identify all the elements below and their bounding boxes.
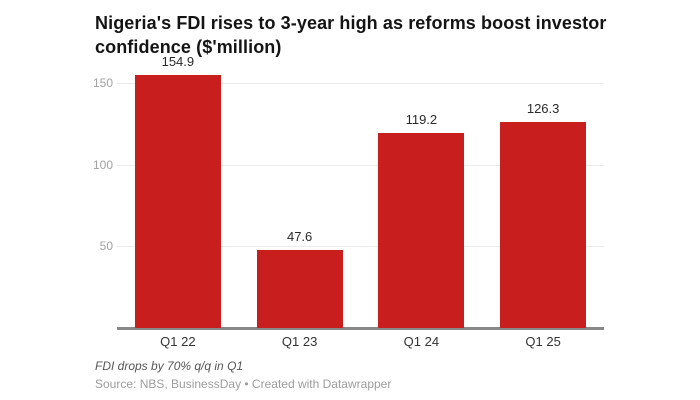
bar-chart-plot-area: 50 100 150 154.9 Q1 22 47.6 Q1 23 119.2 Q1 24 126…: [93, 54, 604, 349]
y-axis-tick-label: 50: [99, 239, 113, 254]
bar-q1-25: [500, 121, 587, 328]
x-axis-tick-label: Q1 22: [160, 334, 196, 349]
bar-q1-23: [256, 250, 343, 328]
x-axis-tick-label: Q1 23: [281, 334, 318, 349]
gridline-150: [117, 83, 604, 85]
bar-q1-22: [134, 75, 221, 328]
chart-note: FDI drops by 70% q/q in Q1: [95, 359, 244, 373]
y-axis-tick-label: 100: [92, 157, 113, 172]
x-axis-tick-label: Q1 25: [525, 334, 561, 349]
x-axis-tick-label: Q1 24: [403, 334, 440, 349]
chart-source: Source: NBS, BusinessDay • Created with …: [95, 377, 392, 391]
bar-value-label: 126.3: [526, 100, 560, 116]
chart-title: Nigeria's FDI rises to 3-year high as re…: [95, 13, 607, 57]
y-axis-tick-label: 150: [92, 76, 113, 91]
gridline-50: [117, 246, 604, 248]
bar-q1-24: [378, 133, 465, 328]
x-axis-line: [117, 327, 604, 330]
bar-value-label: 47.6: [286, 229, 313, 245]
gridline-100: [117, 164, 604, 166]
bar-value-label: 119.2: [405, 112, 438, 128]
bar-value-label: 154.9: [161, 54, 195, 70]
